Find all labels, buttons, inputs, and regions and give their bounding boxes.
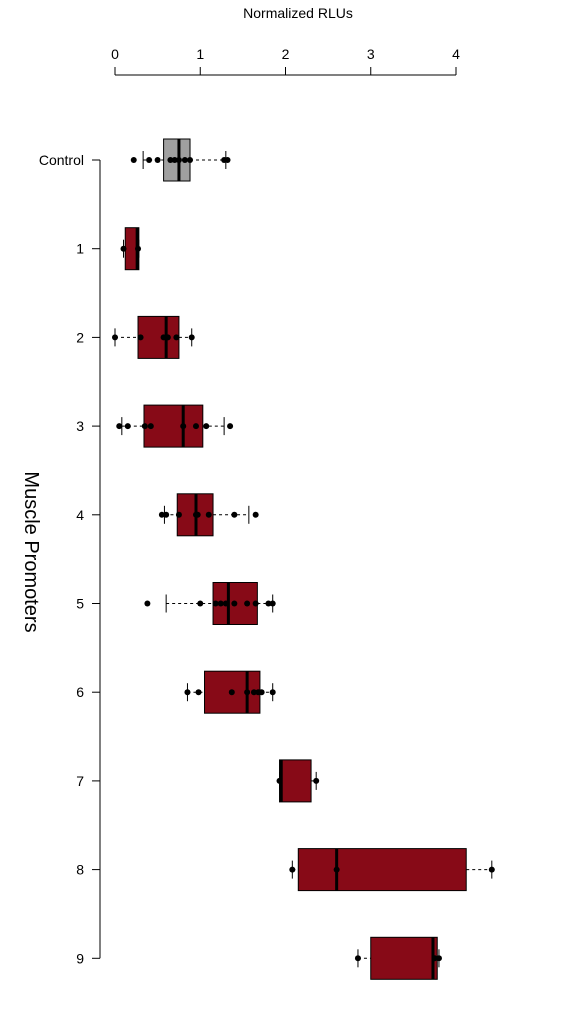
data-point — [192, 423, 199, 430]
data-point — [175, 511, 182, 518]
x-tick-label: 3 — [367, 46, 375, 62]
data-point — [130, 157, 137, 163]
y-tick-label: Control — [39, 152, 84, 168]
y-axis-title: Muscle Promoters — [20, 471, 42, 632]
data-point — [333, 866, 340, 873]
x-tick-label: 1 — [196, 46, 204, 62]
data-point — [163, 511, 170, 518]
data-point — [160, 334, 167, 341]
y-tick-label: 8 — [76, 862, 84, 878]
data-point — [252, 511, 259, 518]
data-point — [135, 245, 142, 252]
data-point — [154, 157, 161, 163]
data-point — [146, 157, 153, 163]
data-point — [228, 689, 235, 696]
box — [370, 936, 438, 980]
x-axis-title: Normalized RLUs — [243, 5, 353, 21]
x-tick-label: 2 — [282, 46, 290, 62]
data-point — [181, 157, 188, 163]
data-point — [124, 423, 131, 430]
data-point — [171, 157, 178, 163]
box-group — [116, 404, 234, 448]
box-group — [184, 670, 276, 714]
box-group — [158, 493, 259, 537]
data-point — [488, 866, 495, 873]
box — [279, 759, 312, 803]
data-point — [244, 689, 251, 696]
data-point — [231, 600, 238, 607]
data-point — [141, 423, 148, 430]
box — [137, 315, 180, 359]
y-tick-label: 3 — [76, 418, 84, 434]
data-point — [195, 689, 202, 696]
data-point — [147, 423, 154, 430]
data-point — [354, 955, 361, 962]
data-point — [212, 600, 219, 607]
y-tick-label: 1 — [76, 241, 84, 257]
data-point — [167, 157, 174, 163]
data-point — [158, 511, 165, 518]
x-tick-label: 0 — [111, 46, 119, 62]
data-point — [250, 689, 257, 696]
data-point — [112, 334, 118, 341]
data-point — [187, 157, 194, 163]
x-tick-label: 4 — [452, 46, 460, 62]
data-point — [116, 423, 123, 430]
box-group — [354, 936, 442, 980]
box-group — [112, 315, 195, 359]
data-point — [252, 600, 259, 607]
data-point — [258, 689, 265, 696]
y-tick-label: 6 — [76, 684, 84, 700]
data-point — [227, 423, 234, 430]
data-point — [197, 600, 204, 607]
box-group — [289, 848, 495, 892]
data-point — [137, 334, 144, 341]
data-point — [231, 511, 238, 518]
data-point — [289, 866, 296, 873]
y-tick-label: 9 — [76, 950, 84, 966]
y-tick-label: 7 — [76, 773, 84, 789]
box-group — [120, 227, 142, 271]
data-point — [173, 334, 180, 341]
data-point — [269, 600, 276, 607]
x-axis: 0 1 2 3 4 — [111, 46, 460, 76]
data-point — [180, 423, 187, 430]
box — [297, 848, 467, 892]
y-tick-label: 4 — [76, 507, 84, 523]
box-group — [276, 759, 320, 803]
data-point — [265, 600, 272, 607]
data-point — [164, 334, 171, 341]
data-point — [222, 600, 229, 607]
box-group — [144, 582, 276, 625]
data-point — [244, 600, 251, 607]
data-point — [276, 777, 283, 784]
plot-area — [112, 138, 495, 980]
data-point — [217, 600, 224, 607]
data-point — [194, 511, 201, 518]
y-tick-label: 2 — [76, 329, 84, 345]
data-point — [205, 511, 212, 518]
data-point — [435, 955, 442, 962]
data-point — [144, 600, 151, 607]
box-group — [130, 138, 231, 182]
data-point — [313, 777, 320, 784]
data-point — [184, 689, 191, 696]
data-point — [120, 245, 127, 252]
y-axis: Control 1 2 3 4 5 6 7 8 9 — [39, 152, 101, 966]
data-point — [175, 157, 182, 163]
data-point — [224, 157, 231, 163]
data-point — [203, 423, 210, 430]
data-point — [269, 689, 276, 696]
y-tick-label: 5 — [76, 596, 84, 612]
data-point — [431, 955, 438, 962]
data-point — [188, 334, 195, 341]
